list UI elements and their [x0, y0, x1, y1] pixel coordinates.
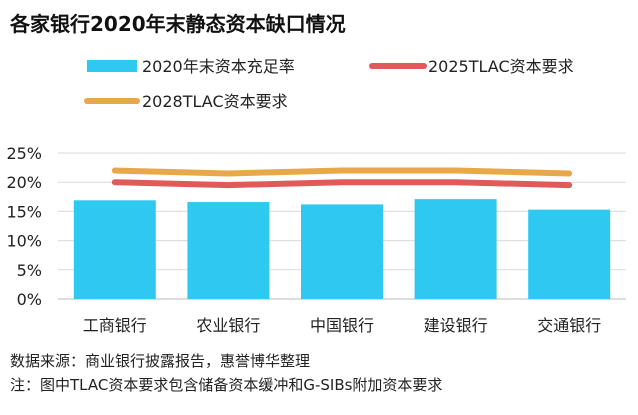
source-text: 数据来源：商业银行披露报告，惠誉博华整理 [10, 352, 311, 370]
y-tick-label: 10% [6, 232, 42, 251]
x-category-label: 中国银行 [310, 316, 374, 335]
bar [73, 200, 156, 299]
y-tick-label: 25% [6, 144, 42, 163]
legend-swatch-bar [87, 60, 137, 72]
series-line [111, 167, 573, 177]
legend-label-bar: 2020年末资本充足率 [142, 57, 295, 76]
x-axis-categories: 工商银行 农业银行 中国银行 建设银行 交通银行 [83, 316, 601, 335]
bar [414, 199, 497, 299]
legend-label-2028: 2028TLAC资本要求 [142, 92, 288, 111]
legend-label-2025: 2025TLAC资本要求 [428, 57, 574, 76]
y-tick-label: 15% [6, 202, 42, 221]
bar [528, 209, 611, 299]
x-category-label: 交通银行 [537, 316, 601, 335]
note-text: 注：图中TLAC资本要求包含储备资本缓冲和G-SIBs附加资本要求 [10, 376, 443, 394]
x-category-label: 农业银行 [196, 316, 260, 335]
chart-title: 各家银行2020年末静态资本缺口情况 [10, 12, 346, 36]
series-line [111, 179, 573, 189]
y-tick-label: 5% [17, 261, 42, 280]
y-tick-label: 20% [6, 173, 42, 192]
y-tick-label: 0% [17, 290, 42, 309]
bar [301, 204, 383, 299]
x-category-label: 工商银行 [83, 316, 147, 335]
x-category-label: 建设银行 [424, 316, 488, 335]
line-series [111, 167, 573, 189]
bar-series [73, 199, 611, 299]
bar [187, 202, 270, 299]
y-axis-ticks: 0% 5% 10% 15% 20% 25% [6, 144, 42, 309]
legend: 2020年末资本充足率 2025TLAC资本要求 2028TLAC资本要求 [84, 57, 574, 111]
